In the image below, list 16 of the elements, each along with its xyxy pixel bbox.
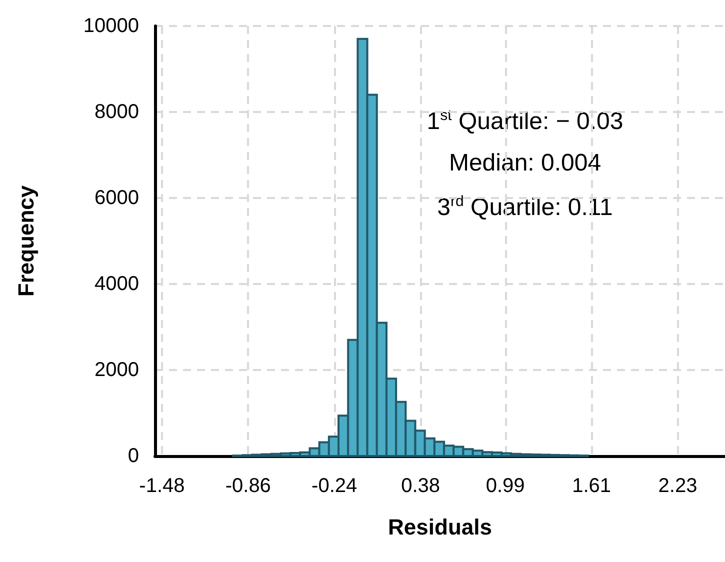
x-tick-label: -0.24 <box>312 475 358 497</box>
y-tick-label: 10000 <box>83 15 139 37</box>
y-axis-title: Frequency <box>14 184 38 297</box>
x-tick-label: 1.61 <box>572 475 612 497</box>
y-tick-label: 4000 <box>94 273 139 295</box>
x-tick-label: -0.86 <box>225 475 271 497</box>
x-tick-label: 0.38 <box>401 475 440 497</box>
x-tick-label: -1.48 <box>139 475 185 497</box>
y-tick-label: 2000 <box>94 359 139 381</box>
y-tick-label: 6000 <box>94 187 139 209</box>
y-tick-label: 0 <box>128 445 139 467</box>
x-axis-title: Residuals <box>388 514 492 540</box>
y-tick-label: 8000 <box>94 101 139 123</box>
x-tick-label: 0.99 <box>486 475 525 497</box>
x-tick-label: 2.23 <box>658 475 698 497</box>
annotation: Median: 0.004 <box>448 150 602 176</box>
